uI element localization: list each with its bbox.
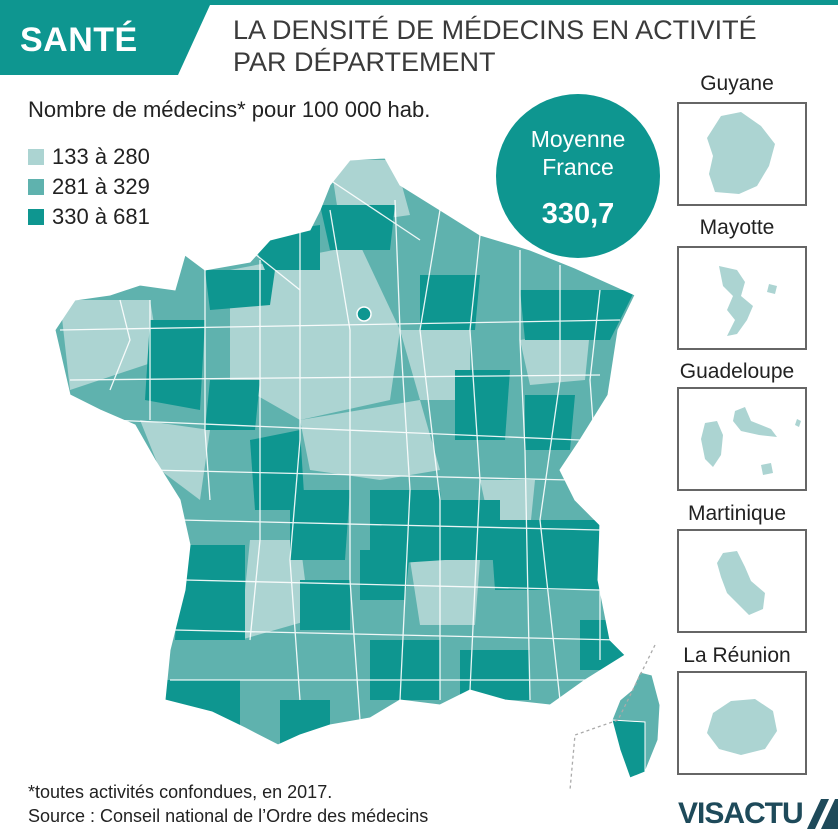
inset-box-guyane bbox=[677, 102, 807, 206]
logo-text: VISACTU bbox=[678, 797, 804, 830]
inset-box-martinique bbox=[677, 529, 807, 633]
source-note: Source : Conseil national de l’Ordre des… bbox=[28, 806, 429, 826]
legend-item-mid: 281 à 329 bbox=[28, 172, 150, 202]
legend-swatch-mid bbox=[28, 179, 44, 195]
legend-swatch-high bbox=[28, 209, 44, 225]
average-label-line-1: Moyenne bbox=[530, 126, 626, 152]
mayotte-shape bbox=[719, 266, 777, 336]
inset-label-martinique: Martinique bbox=[687, 502, 787, 525]
national-average-badge: Moyenne France 330,7 bbox=[496, 94, 660, 258]
guadeloupe-shape bbox=[701, 407, 801, 475]
title-line-1: LA DENSITÉ DE MÉDECINS EN ACTIVITÉ bbox=[233, 15, 757, 45]
legend-swatch-low bbox=[28, 149, 44, 165]
reunion-shape bbox=[707, 699, 777, 755]
legend: 133 à 280 281 à 329 330 à 681 bbox=[28, 142, 150, 232]
inset-box-guadeloupe bbox=[677, 387, 807, 491]
average-value: 330,7 bbox=[541, 198, 615, 230]
inset-label-reunion: La Réunion bbox=[683, 644, 791, 667]
inset-box-mayotte bbox=[677, 246, 807, 350]
inset-label-guadeloupe: Guadeloupe bbox=[679, 360, 795, 383]
inset-box-reunion bbox=[677, 671, 807, 775]
header-rule bbox=[0, 0, 838, 5]
section-label: SANTÉ bbox=[20, 21, 138, 59]
legend-label-mid: 281 à 329 bbox=[52, 174, 150, 199]
logo-mark-icon bbox=[806, 799, 838, 829]
inset-label-guyane: Guyane bbox=[700, 72, 774, 95]
average-label-line-2: France bbox=[542, 154, 614, 180]
guyane-shape bbox=[707, 112, 775, 194]
legend-item-low: 133 à 280 bbox=[28, 142, 150, 172]
legend-label-low: 133 à 280 bbox=[52, 144, 150, 169]
inset-label-mayotte: Mayotte bbox=[699, 216, 775, 239]
title-line-2: PAR DÉPARTEMENT bbox=[233, 47, 496, 77]
legend-title: Nombre de médecins* pour 100 000 hab. bbox=[28, 97, 431, 122]
section-tag: SANTÉ bbox=[0, 5, 210, 75]
footnote: *toutes activités confondues, en 2017. bbox=[28, 782, 333, 802]
corsica bbox=[611, 671, 661, 779]
visactu-logo: VISACTU bbox=[678, 794, 838, 834]
martinique-shape bbox=[717, 551, 765, 615]
page-title: LA DENSITÉ DE MÉDECINS EN ACTIVITÉ PAR D… bbox=[233, 14, 757, 78]
section-tag-shape bbox=[0, 5, 210, 75]
legend-item-high: 330 à 681 bbox=[28, 202, 150, 232]
legend-label-high: 330 à 681 bbox=[52, 204, 150, 229]
